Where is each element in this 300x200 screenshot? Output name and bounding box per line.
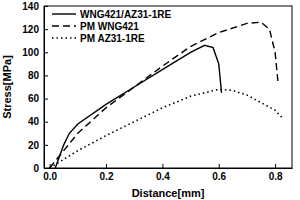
y-axis-tick-mark	[44, 99, 48, 100]
x-axis-tick-mark	[106, 164, 107, 168]
y-axis-tick-label: 140	[22, 1, 39, 12]
y-axis-title: Stress[MPa]	[1, 55, 13, 119]
y-axis-tick: 60	[28, 93, 48, 104]
y-axis-tick-mark	[44, 6, 48, 7]
y-axis-line	[44, 7, 45, 169]
y-axis-tick-label: 80	[28, 70, 40, 81]
legend-label: PM WNG421	[80, 21, 139, 32]
y-axis-tick-mark	[44, 75, 48, 76]
x-axis-tick-mark	[275, 164, 276, 168]
y-axis-tick: 100	[22, 47, 48, 58]
x-axis-tick-label: 0.4	[156, 171, 170, 182]
frame	[44, 6, 292, 168]
x-axis-tick-label: 0.8	[269, 171, 283, 182]
x-axis-tick-mark	[162, 164, 163, 168]
legend-swatch	[52, 25, 76, 26]
chart: 0.0 0.2 0.4 0.6 0.8 0 20 40 60 80 100 120 140 WNG421/…	[0, 0, 300, 200]
y-axis-tick-mark	[44, 29, 48, 30]
x-axis-tick: 0.2	[100, 164, 114, 182]
y-axis-tick: 140	[22, 1, 48, 12]
legend-label: WNG421/AZ31-1RE	[80, 9, 171, 20]
y-axis-tick-mark	[44, 52, 48, 53]
x-axis-tick: 0.8	[269, 164, 283, 182]
legend: WNG421/AZ31-1REPM WNG421PM AZ31-1RE	[52, 9, 171, 44]
y-axis-tick: 120	[22, 24, 48, 35]
x-axis-line	[45, 168, 293, 169]
y-axis-tick-label: 0	[33, 163, 39, 174]
y-axis-tick: 0	[33, 163, 48, 174]
legend-swatch	[52, 37, 76, 38]
y-axis-tick: 20	[28, 140, 48, 151]
y-axis-tick-mark	[44, 122, 48, 123]
x-axis-tick-mark	[219, 164, 220, 168]
legend-entry: WNG421/AZ31-1RE	[52, 9, 171, 20]
y-axis: 0 20 40 60 80 100 120 140	[22, 1, 48, 174]
series-line	[50, 89, 284, 168]
x-axis-title: Distance[mm]	[132, 187, 205, 199]
y-axis-tick-label: 100	[22, 47, 39, 58]
legend-entry: PM WNG421	[52, 21, 139, 32]
y-axis-tick-mark	[44, 145, 48, 146]
legend-label: PM AZ31-1RE	[80, 33, 145, 44]
x-axis-tick-label: 0.2	[100, 171, 114, 182]
legend-swatch	[52, 13, 76, 14]
legend-entry: PM AZ31-1RE	[52, 33, 145, 44]
y-axis-tick-label: 40	[28, 116, 40, 127]
y-axis-tick: 40	[28, 116, 48, 127]
series-group	[50, 22, 284, 168]
y-axis-tick-label: 20	[28, 140, 40, 151]
x-axis-tick-label: 0.6	[212, 171, 226, 182]
y-axis-tick-label: 60	[28, 93, 40, 104]
y-axis-tick: 80	[28, 70, 48, 81]
plot: 0.0 0.2 0.4 0.6 0.8 0 20 40 60 80 100 120 140 WNG421/…	[22, 1, 292, 182]
x-axis-tick-label: 0.0	[43, 171, 57, 182]
y-axis-tick-label: 120	[22, 24, 39, 35]
x-axis-tick: 0.4	[156, 164, 170, 182]
series-line	[55, 45, 221, 168]
y-axis-tick-mark	[44, 168, 48, 169]
series-line	[50, 22, 278, 168]
x-axis-tick: 0.6	[212, 164, 226, 182]
x-axis: 0.0 0.2 0.4 0.6 0.8	[43, 164, 292, 182]
